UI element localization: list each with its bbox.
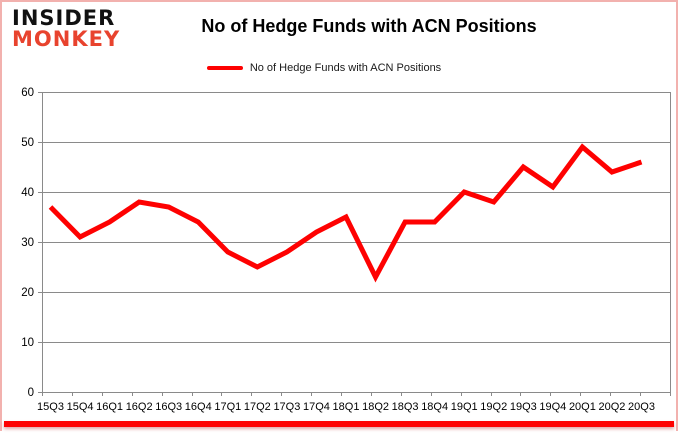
svg-text:19Q3: 19Q3 (510, 401, 537, 413)
svg-text:15Q4: 15Q4 (67, 401, 94, 413)
svg-text:30: 30 (21, 237, 34, 249)
svg-text:17Q3: 17Q3 (273, 401, 300, 413)
svg-text:0: 0 (28, 387, 34, 399)
svg-text:16Q1: 16Q1 (96, 401, 123, 413)
svg-text:18Q1: 18Q1 (333, 401, 360, 413)
chart-legend: No of Hedge Funds with ACN Positions (2, 62, 646, 74)
svg-text:50: 50 (21, 137, 34, 149)
legend-line-marker-icon (206, 66, 243, 70)
svg-text:17Q1: 17Q1 (214, 401, 241, 413)
svg-text:18Q2: 18Q2 (362, 401, 389, 413)
plot-frame (42, 92, 671, 393)
svg-text:19Q2: 19Q2 (480, 401, 507, 413)
y-axis-labels: 0 10 20 30 40 50 60 (21, 87, 34, 399)
x-axis-labels: 15Q3 15Q4 16Q1 16Q2 16Q3 16Q4 17Q1 17Q2 17Q3 17Q4… (37, 401, 655, 413)
axis-ticks (38, 92, 671, 396)
page-title: No of Hedge Funds with ACN Positions (201, 16, 537, 36)
svg-text:17Q4: 17Q4 (303, 401, 330, 413)
logo-text-insider: INSIDER (12, 6, 116, 30)
svg-text:16Q2: 16Q2 (126, 401, 153, 413)
brand-bottom-bar (4, 421, 674, 427)
gridlines (42, 92, 670, 343)
svg-text:10: 10 (21, 337, 34, 349)
svg-text:20Q1: 20Q1 (569, 401, 596, 413)
svg-text:17Q2: 17Q2 (244, 401, 271, 413)
svg-text:20Q3: 20Q3 (628, 401, 655, 413)
legend-label: No of Hedge Funds with ACN Positions (249, 62, 442, 74)
svg-text:60: 60 (21, 87, 34, 99)
svg-text:20Q2: 20Q2 (598, 401, 625, 413)
data-line (48, 143, 643, 283)
svg-text:16Q4: 16Q4 (185, 401, 212, 413)
insider-monkey-logo: INSIDER MONKEY (12, 8, 120, 49)
svg-text:40: 40 (21, 187, 34, 199)
svg-text:15Q3: 15Q3 (37, 401, 64, 413)
svg-text:20: 20 (21, 287, 34, 299)
svg-text:18Q3: 18Q3 (392, 401, 419, 413)
svg-text:18Q4: 18Q4 (421, 401, 448, 413)
svg-text:19Q1: 19Q1 (451, 401, 478, 413)
svg-text:16Q3: 16Q3 (155, 401, 182, 413)
logo-text-monkey: MONKEY (12, 26, 121, 51)
svg-text:19Q4: 19Q4 (539, 401, 566, 413)
